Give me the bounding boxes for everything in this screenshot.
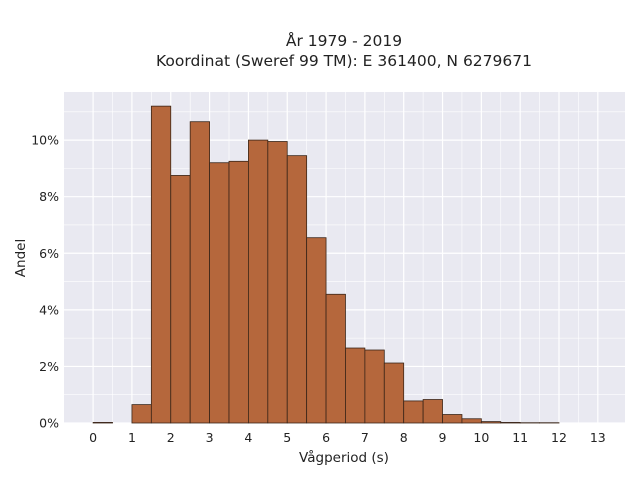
histogram-bar [461,418,482,424]
x-tick-label: 12 [551,430,567,445]
y-tick-label: 10% [31,133,59,148]
y-axis-label: Andel [13,239,29,277]
y-tick-label: 0% [39,416,59,431]
histogram-bar [286,155,308,424]
histogram-bar [92,422,113,424]
histogram-bar [150,105,172,424]
x-tick-label: 9 [439,430,447,445]
histogram-bar [383,362,405,424]
histogram-bar [345,347,366,424]
histogram-bar [442,414,463,424]
x-tick-label: 3 [206,430,214,445]
y-tick-labels: 0% 2% 4% 6% 8% 10% [31,133,59,431]
histogram-bar [306,237,327,424]
chart-title-line-2: Koordinat (Sweref 99 TM): E 361400, N 62… [156,52,532,70]
x-tick-label: 2 [167,430,175,445]
x-tick-label: 1 [128,430,136,445]
x-tick-label: 11 [512,430,528,445]
histogram-bar [189,121,210,424]
x-tick-labels: 0 1 2 3 4 5 6 7 8 9 10 11 12 13 [89,430,606,445]
histogram-bar [248,139,269,424]
histogram-bar [170,175,191,424]
histogram-bar [209,162,230,424]
histogram-bar [364,349,385,424]
histogram-bar [325,293,346,424]
histogram-bar [228,160,249,424]
x-tick-label: 13 [590,430,606,445]
x-tick-label: 4 [244,430,252,445]
x-tick-label: 10 [473,430,489,445]
y-tick-label: 6% [39,246,59,261]
histogram-bar [403,400,424,424]
chart-title-line-1: År 1979 - 2019 [286,31,402,50]
x-tick-label: 5 [283,430,291,445]
histogram-bar [500,422,521,424]
histogram-bar [267,141,288,424]
y-tick-label: 4% [39,302,59,317]
histogram-bar [422,399,443,424]
y-tick-label: 8% [39,189,59,204]
x-axis-label: Vågperiod (s) [299,449,389,466]
y-tick-label: 2% [39,359,59,374]
x-tick-label: 7 [361,430,369,445]
histogram-bar [131,404,152,424]
x-tick-label: 8 [400,430,408,445]
x-tick-label: 6 [322,430,330,445]
histogram-bar [480,421,502,424]
x-tick-label: 0 [89,430,97,445]
histogram-bars [92,105,560,424]
